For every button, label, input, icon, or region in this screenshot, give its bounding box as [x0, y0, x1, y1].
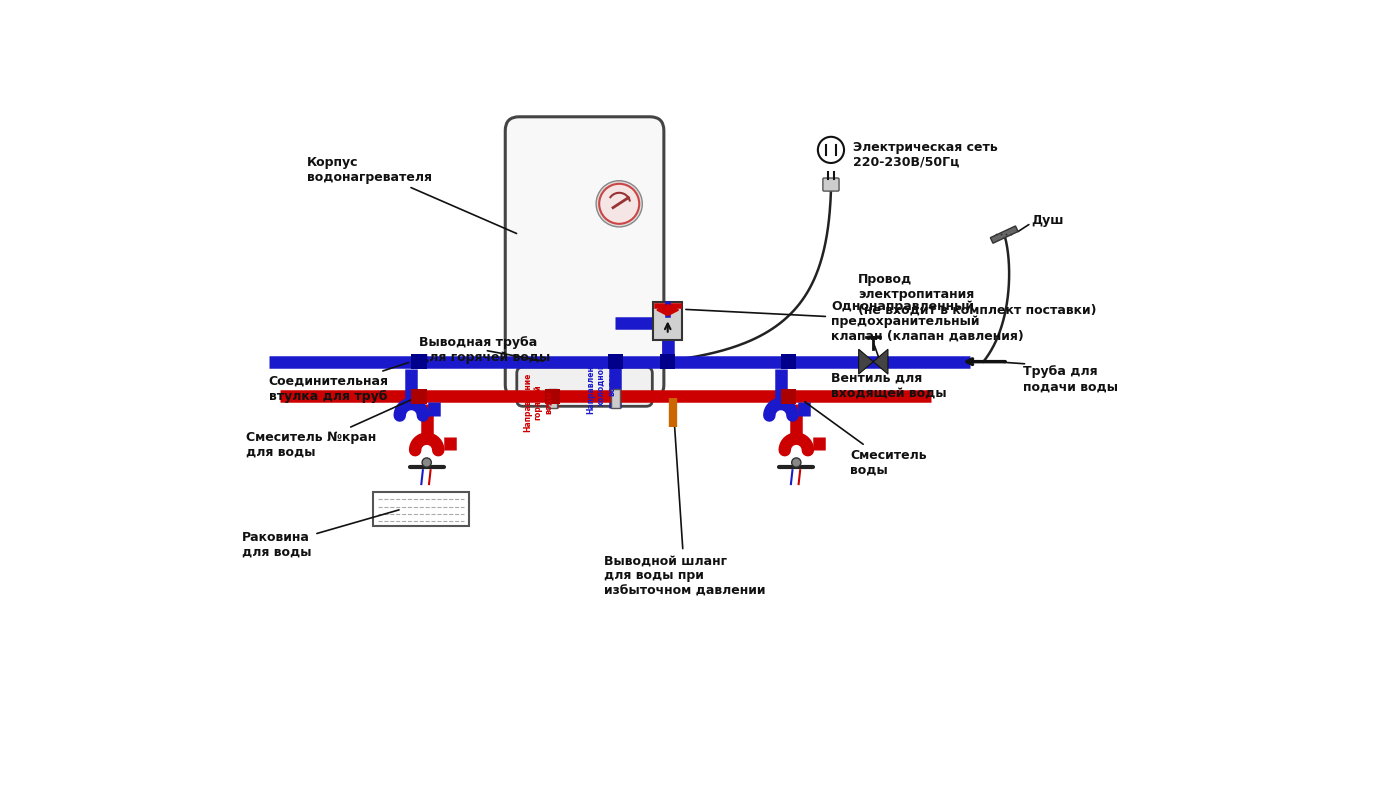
Text: Корпус
водонагревателя: Корпус водонагревателя [307, 156, 516, 234]
Text: Раковина
для воды: Раковина для воды [242, 510, 399, 559]
Bar [548, 389, 556, 408]
Text: Направление
холодной
воды: Направление холодной воды [587, 355, 616, 414]
Text: Вентиль для
входящей воды: Вентиль для входящей воды [830, 345, 947, 400]
Circle shape [995, 234, 998, 235]
Circle shape [599, 184, 639, 224]
Text: Труба для
подачи воды: Труба для подачи воды [1023, 366, 1118, 394]
FancyBboxPatch shape [823, 178, 839, 191]
Bar [411, 389, 426, 404]
Circle shape [597, 181, 642, 227]
Circle shape [792, 458, 801, 467]
Bar [608, 354, 623, 370]
Bar [610, 389, 620, 408]
Bar [660, 354, 675, 370]
Text: Провод
электропитания
(не входит в комплект поставки): Провод электропитания (не входит в компл… [858, 273, 1096, 316]
Bar [372, 492, 469, 526]
FancyBboxPatch shape [505, 117, 664, 398]
FancyBboxPatch shape [516, 367, 652, 406]
Bar [781, 354, 796, 370]
Text: Соединительная
втулка для труб: Соединительная втулка для труб [268, 362, 408, 402]
Text: Смеситель
воды: Смеситель воды [804, 402, 927, 477]
Polygon shape [657, 305, 678, 316]
Text: Направление
горячей
воды: Направление горячей воды [523, 372, 554, 432]
Polygon shape [858, 350, 873, 374]
Text: Электрическая сеть
220-230В/50Гц: Электрическая сеть 220-230В/50Гц [853, 141, 998, 169]
Bar [411, 354, 426, 370]
Bar [653, 302, 682, 340]
Polygon shape [873, 350, 889, 374]
Text: Смеситель №кран
для воды: Смеситель №кран для воды [246, 398, 417, 459]
Circle shape [422, 458, 432, 467]
Circle shape [1010, 234, 1013, 235]
Circle shape [1001, 234, 1002, 235]
Bar [781, 389, 796, 404]
Bar [544, 389, 561, 404]
Text: Выводная труба
для горячей воды: Выводная труба для горячей воды [419, 336, 551, 364]
Bar [991, 226, 1019, 243]
Text: Душ: Душ [1031, 214, 1064, 227]
Text: Выводной шланг
для воды при
избыточном давлении: Выводной шланг для воды при избыточном д… [603, 406, 765, 597]
Text: Однонаправленный
предохранительный
клапан (клапан давления): Однонаправленный предохранительный клапа… [686, 300, 1024, 343]
Circle shape [818, 137, 844, 163]
Circle shape [1006, 234, 1008, 235]
